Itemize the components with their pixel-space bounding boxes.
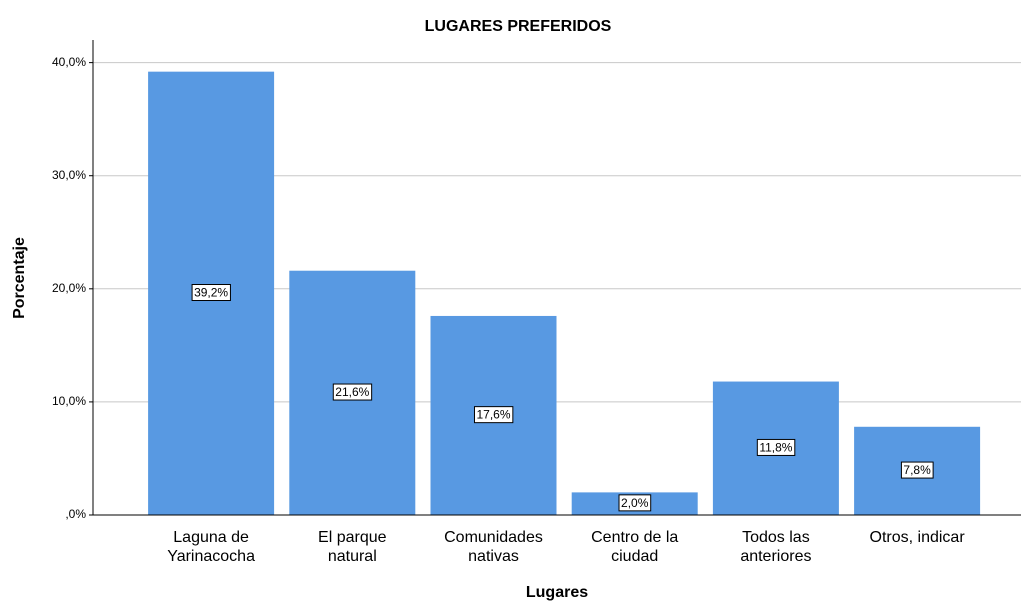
value-label-group: 7,8% — [900, 461, 934, 479]
x-tick-label: Otros, indicar — [870, 529, 966, 546]
value-label-box — [191, 284, 231, 302]
y-tick-label: 20,0% — [52, 281, 86, 295]
value-label-group: 11,8% — [756, 438, 796, 456]
x-tick-label: Centro de la ciudad — [591, 529, 678, 565]
x-axis-label: Lugares — [526, 584, 588, 601]
value-label-box — [473, 406, 514, 424]
x-tick-label: El parque natural — [318, 529, 387, 565]
value-label-box — [618, 494, 652, 512]
value-label-group: 39,2% — [191, 284, 231, 302]
y-axis-label: Porcentaje — [11, 237, 28, 319]
y-tick-label: ,0% — [65, 507, 86, 521]
y-tick-label: 10,0% — [52, 394, 86, 408]
value-label: 21,6% — [335, 385, 369, 399]
x-tick-label: Comunidades nativas — [444, 529, 543, 565]
x-tick-label: Todos las anteriores — [740, 529, 811, 565]
value-label-box — [332, 383, 373, 401]
y-tick-label: 40,0% — [52, 55, 86, 69]
chart-title: LUGARES PREFERIDOS — [425, 18, 612, 35]
value-label-group: 17,6% — [473, 406, 514, 424]
value-label: 11,8% — [759, 440, 792, 454]
value-label: 17,6% — [476, 408, 510, 422]
value-label-group: 21,6% — [332, 383, 373, 401]
value-label: 39,2% — [194, 286, 228, 300]
value-label: 7,8% — [903, 463, 931, 477]
value-label-box — [756, 438, 796, 456]
value-label-box — [900, 461, 934, 479]
value-label-group: 2,0% — [618, 494, 652, 512]
value-label: 2,0% — [621, 496, 649, 510]
x-tick-label: Laguna de Yarinacocha — [167, 529, 255, 565]
y-tick-label: 30,0% — [52, 168, 86, 182]
